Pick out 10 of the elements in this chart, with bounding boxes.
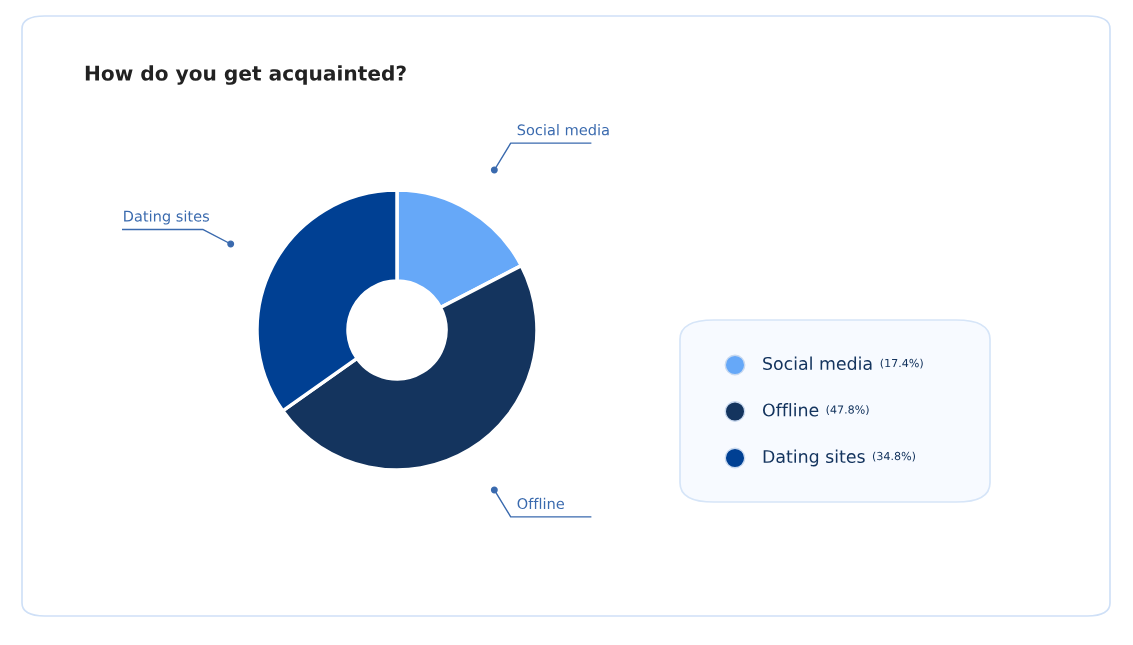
slice-label: Social media xyxy=(517,124,609,136)
chart-title: How do you get acquainted? xyxy=(85,65,406,85)
legend-label: Social media xyxy=(763,356,872,371)
slice-label: Offline xyxy=(517,497,564,510)
data-label: (34.8%) xyxy=(872,451,916,462)
data-label: (17.4%) xyxy=(880,358,923,369)
legend-label: Dating sites xyxy=(763,449,865,467)
data-label: (47.8%) xyxy=(826,405,869,416)
legend-label: Offline xyxy=(762,403,819,417)
slice-label: Dating sites xyxy=(124,210,210,225)
